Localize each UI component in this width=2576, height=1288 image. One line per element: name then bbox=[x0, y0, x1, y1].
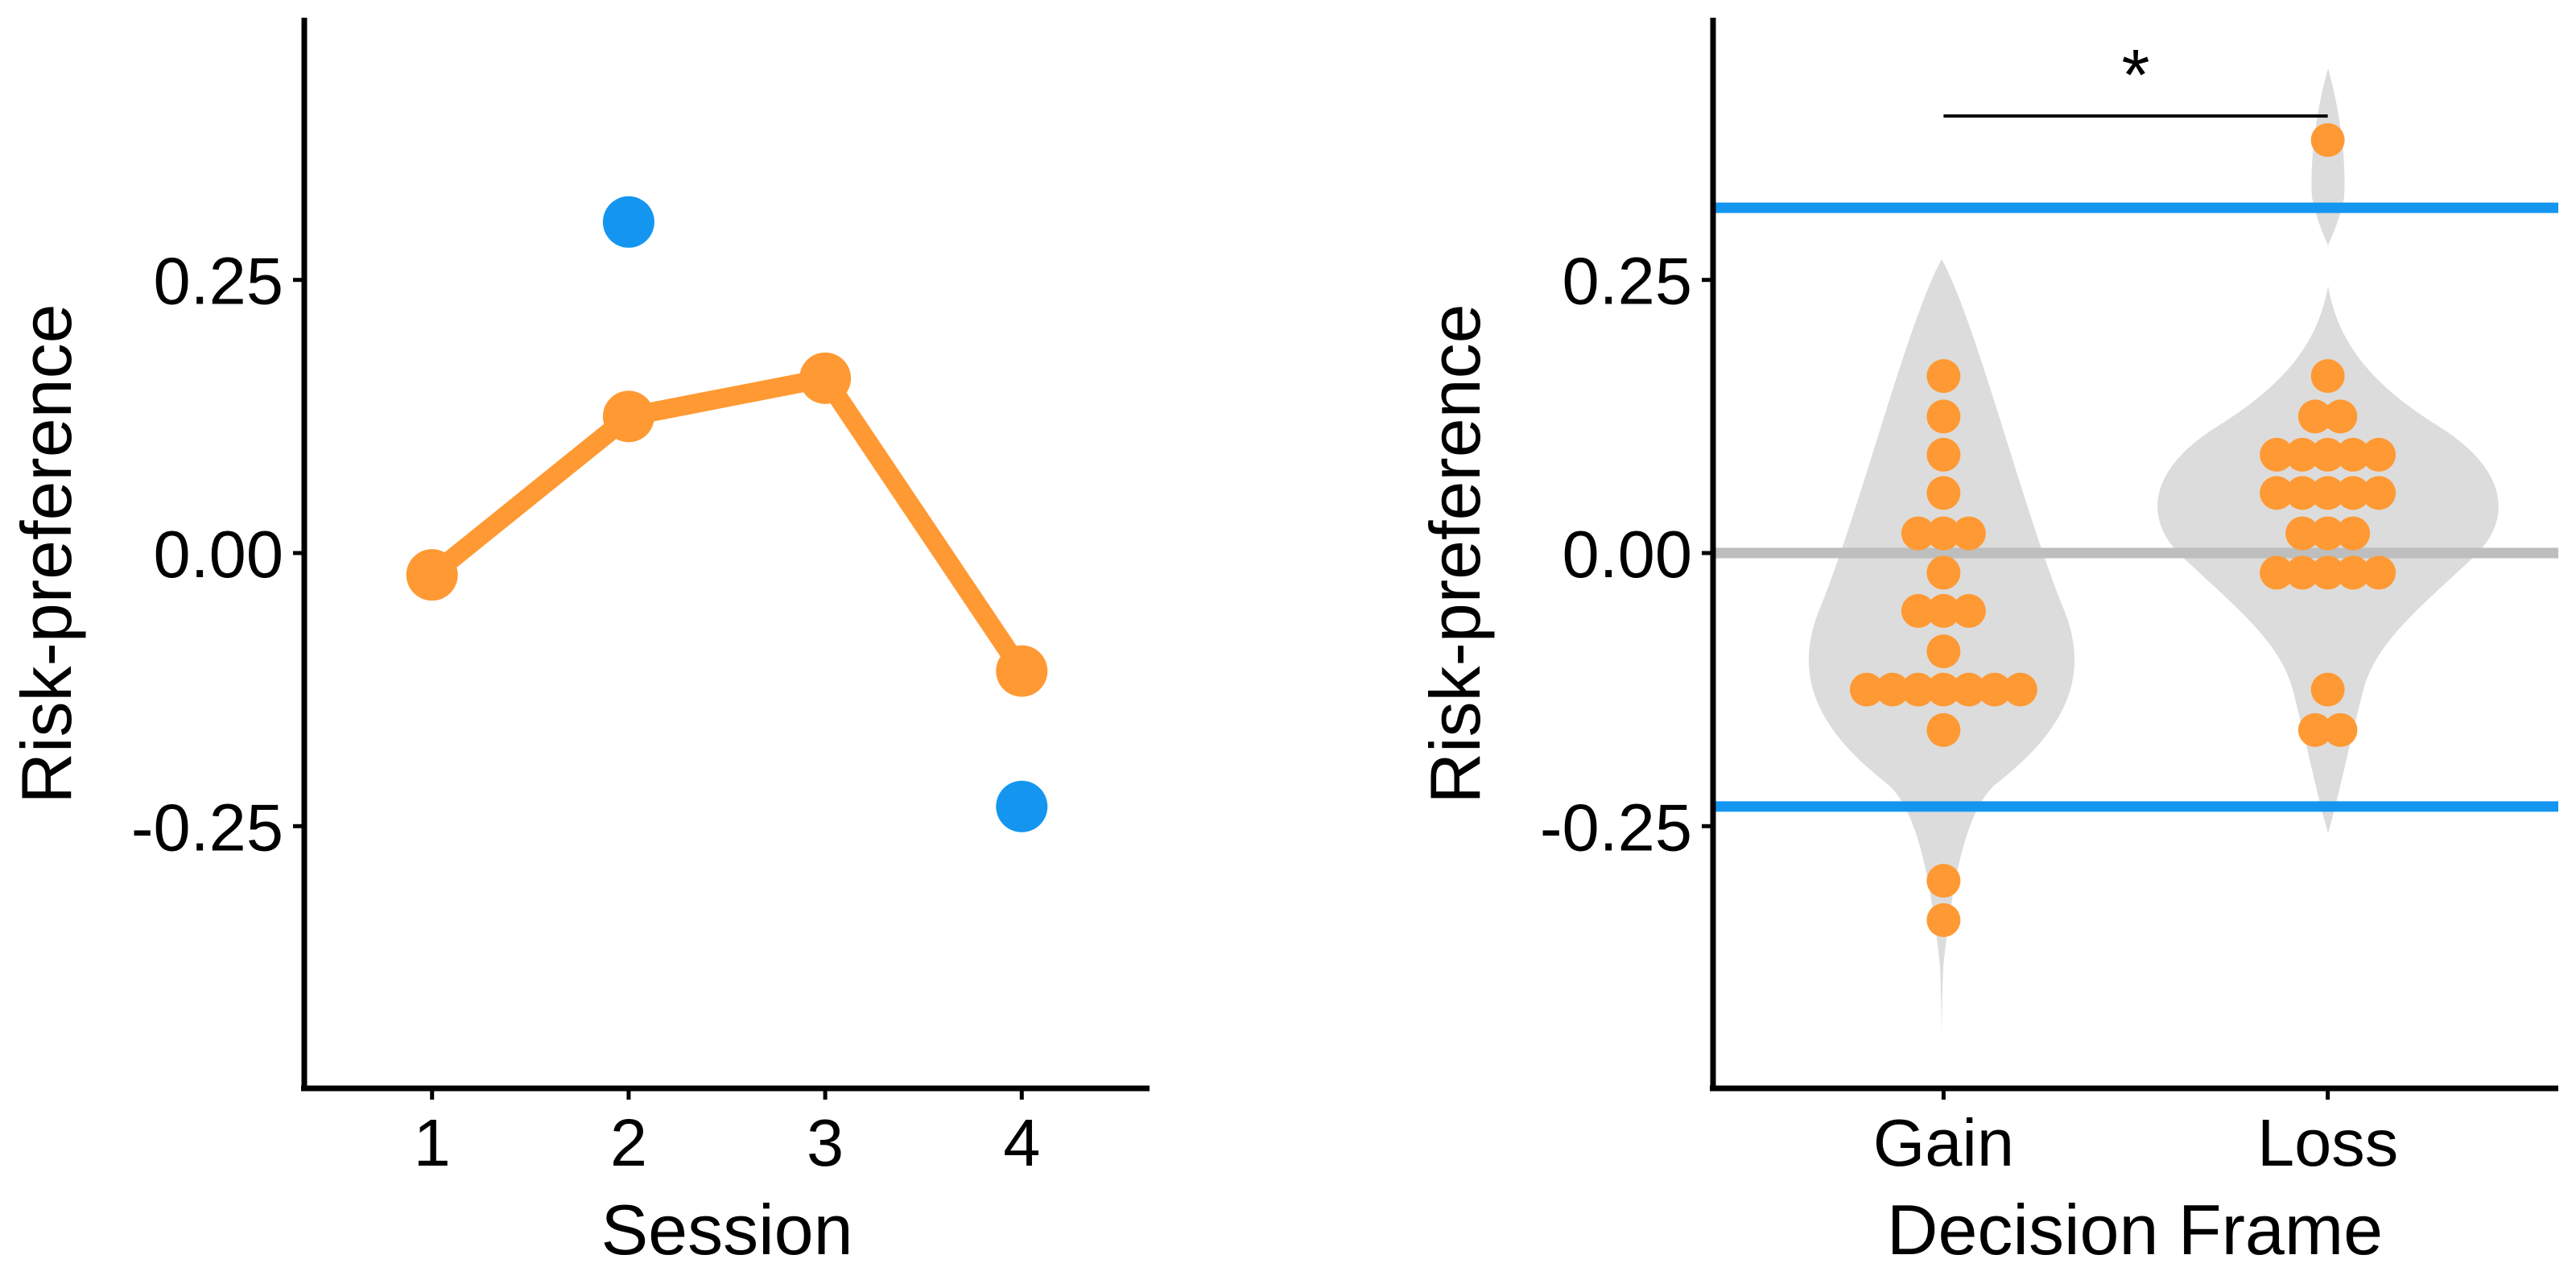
dot-loss bbox=[2260, 476, 2294, 510]
dot-loss bbox=[2297, 399, 2332, 434]
dot-gain bbox=[1926, 903, 1961, 937]
dot-loss bbox=[2323, 399, 2358, 434]
dot-gain bbox=[1926, 634, 1961, 669]
significance-annotation: * bbox=[1943, 35, 2328, 118]
dot-loss bbox=[2362, 476, 2396, 510]
session-panel: 0.25 0.00 -0.25 1 2 3 4 Session Risk-preferen… bbox=[6, 18, 1150, 1269]
dot-gain bbox=[1901, 672, 1935, 707]
dot-gain bbox=[1977, 672, 2012, 707]
session-point bbox=[799, 352, 852, 404]
dot-gain bbox=[1926, 864, 1961, 898]
dot-loss bbox=[2285, 476, 2320, 510]
dot-gain bbox=[1926, 399, 1961, 434]
dot-loss bbox=[2285, 516, 2320, 551]
dot-loss bbox=[2310, 555, 2345, 590]
dot-loss bbox=[2260, 555, 2294, 590]
session-point bbox=[602, 390, 654, 443]
dot-loss bbox=[2336, 476, 2371, 510]
dot-loss bbox=[2362, 437, 2396, 472]
violin-loss-upper bbox=[2311, 68, 2345, 246]
dot-gain bbox=[1926, 555, 1961, 590]
right-x-ticks: Gain Loss bbox=[1873, 1088, 2398, 1180]
left-y-ticks: 0.25 0.00 -0.25 bbox=[131, 244, 304, 865]
right-y-tick-label: 0.00 bbox=[1562, 517, 1692, 592]
right-y-tick-label: 0.25 bbox=[1562, 244, 1692, 319]
dot-loss bbox=[2336, 437, 2371, 472]
dot-gain bbox=[1951, 593, 1986, 628]
dot-loss bbox=[2310, 123, 2345, 157]
dot-gain bbox=[1901, 516, 1935, 551]
session-point bbox=[996, 645, 1048, 697]
dot-loss bbox=[2310, 359, 2345, 394]
dot-loss bbox=[2310, 476, 2345, 510]
dot-gain bbox=[1926, 476, 1961, 510]
dot-gain bbox=[1951, 516, 1986, 551]
right-y-tick-label: -0.25 bbox=[1540, 790, 1692, 865]
left-y-tick-label: 0.00 bbox=[153, 517, 283, 592]
dot-loss bbox=[2297, 712, 2332, 747]
dot-loss bbox=[2323, 712, 2358, 747]
dot-loss bbox=[2336, 516, 2371, 551]
right-x-tick-label: Gain bbox=[1873, 1105, 2014, 1180]
right-y-ticks: 0.25 0.00 -0.25 bbox=[1540, 244, 1713, 865]
session-line bbox=[422, 368, 1032, 681]
session-point bbox=[406, 549, 458, 601]
dot-gain bbox=[1875, 672, 1909, 707]
dot-gain bbox=[1926, 593, 1961, 628]
left-x-axis-title: Session bbox=[601, 1190, 852, 1269]
right-x-axis-title: Decision Frame bbox=[1887, 1190, 2383, 1269]
decision-frame-panel: 0.250.00-0.25 Gain Loss * Decision Frame … bbox=[1415, 18, 2558, 1269]
dot-loss bbox=[2362, 555, 2396, 590]
dot-loss bbox=[2310, 437, 2345, 472]
dot-gain bbox=[1926, 437, 1961, 472]
dot-loss bbox=[2285, 555, 2320, 590]
dot-gain bbox=[1926, 712, 1961, 747]
dot-gain bbox=[1951, 672, 1986, 707]
session-blue-point bbox=[996, 780, 1048, 832]
dots bbox=[1849, 123, 2396, 937]
significance-star: * bbox=[2121, 35, 2149, 116]
dot-gain bbox=[1926, 672, 1961, 707]
right-y-axis-title: Risk-preference bbox=[1415, 303, 1495, 803]
session-blue-point bbox=[602, 196, 654, 248]
left-x-ticks: 1 2 3 4 bbox=[414, 1088, 1040, 1180]
dot-loss bbox=[2310, 672, 2345, 707]
reference-lines bbox=[1713, 202, 2558, 812]
dot-gain bbox=[1849, 672, 1884, 707]
left-y-tick-label: -0.25 bbox=[131, 790, 283, 865]
dot-gain bbox=[2003, 672, 2037, 707]
left-x-tick-label: 3 bbox=[807, 1105, 844, 1180]
left-x-tick-label: 4 bbox=[1003, 1105, 1040, 1180]
dot-loss bbox=[2336, 555, 2371, 590]
dot-gain bbox=[1926, 359, 1961, 394]
left-y-tick-label: 0.25 bbox=[153, 244, 283, 319]
dot-loss bbox=[2310, 516, 2345, 551]
right-x-tick-label: Loss bbox=[2257, 1105, 2398, 1180]
session-marks bbox=[406, 196, 1048, 832]
dot-gain bbox=[1926, 516, 1961, 551]
left-x-tick-label: 1 bbox=[414, 1105, 451, 1180]
left-y-axis-title: Risk-preference bbox=[6, 303, 86, 803]
dot-gain bbox=[1901, 593, 1935, 628]
dot-loss bbox=[2260, 437, 2294, 472]
left-x-tick-label: 2 bbox=[610, 1105, 647, 1180]
dot-loss bbox=[2285, 437, 2320, 472]
